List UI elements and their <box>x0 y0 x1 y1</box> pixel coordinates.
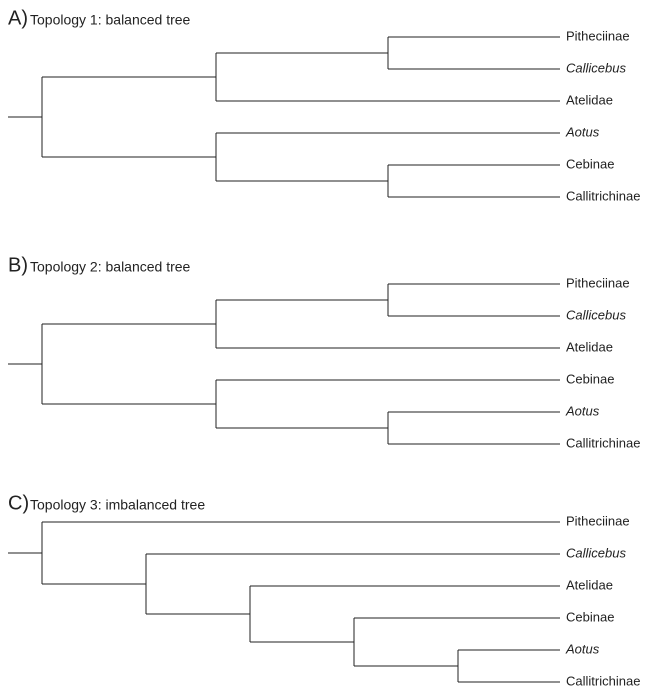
leaf-label: Callicebus <box>566 545 626 560</box>
leaf-label: Callitrichinae <box>566 188 640 203</box>
leaf-label: Cebinae <box>566 609 614 624</box>
leaf-label: Aotus <box>565 403 600 418</box>
panel-title: Topology 1: balanced tree <box>30 12 191 28</box>
leaf-label: Callicebus <box>566 307 626 322</box>
leaf-label: Callitrichinae <box>566 673 640 686</box>
leaf-label: Cebinae <box>566 371 614 386</box>
panel-letter: C) <box>8 492 29 514</box>
panel-title: Topology 2: balanced tree <box>30 259 191 275</box>
leaf-label: Pitheciinae <box>566 275 630 290</box>
leaf-label: Callitrichinae <box>566 435 640 450</box>
panel-letter: B) <box>8 254 28 276</box>
leaf-label: Aotus <box>565 641 600 656</box>
leaf-label: Callicebus <box>566 60 626 75</box>
panel-title: Topology 3: imbalanced tree <box>30 497 205 513</box>
leaf-label: Atelidae <box>566 577 613 592</box>
panel-letter: A) <box>8 7 28 29</box>
leaf-label: Atelidae <box>566 339 613 354</box>
leaf-label: Aotus <box>565 124 600 139</box>
leaf-label: Cebinae <box>566 156 614 171</box>
leaf-label: Pitheciinae <box>566 28 630 43</box>
leaf-label: Pitheciinae <box>566 513 630 528</box>
leaf-label: Atelidae <box>566 92 613 107</box>
